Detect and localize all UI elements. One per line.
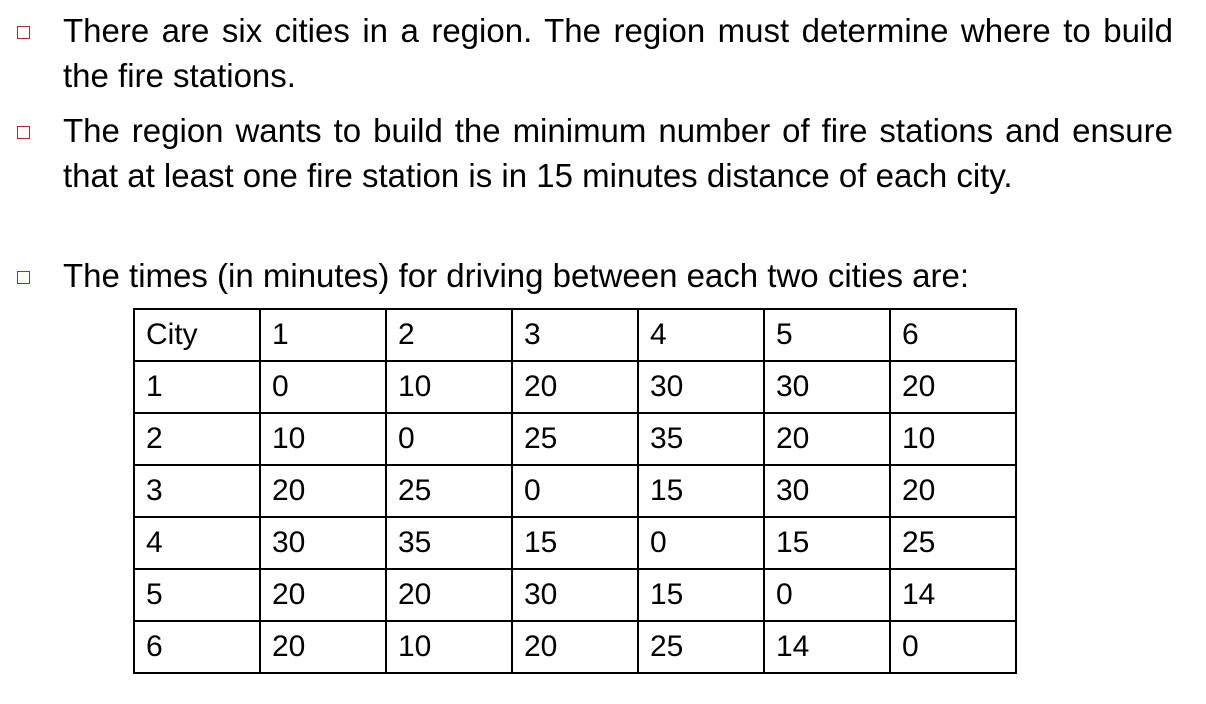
bullet-text: The region wants to build the minimum nu… (63, 112, 1173, 194)
table-cell: 25 (511, 412, 639, 466)
table-cell: 30 (637, 360, 765, 414)
table-cell: 15 (511, 516, 639, 570)
table-row: 3 20 25 0 15 30 20 (133, 464, 1017, 518)
table-cell: 14 (763, 620, 891, 674)
table-cell: 0 (511, 464, 639, 518)
header-cell: 2 (385, 308, 513, 362)
table-cell: 0 (385, 412, 513, 466)
row-label-cell: 6 (133, 620, 261, 674)
row-label-cell: 2 (133, 412, 261, 466)
table-row: 6 20 10 20 25 14 0 (133, 620, 1017, 674)
table-cell: 20 (385, 568, 513, 622)
header-cell: City (133, 308, 261, 362)
bullet-text: There are six cities in a region. The re… (63, 12, 1173, 94)
table-row: 4 30 35 15 0 15 25 (133, 516, 1017, 570)
table-cell: 20 (259, 568, 387, 622)
header-cell: 1 (259, 308, 387, 362)
table-cell: 10 (385, 360, 513, 414)
row-label-cell: 5 (133, 568, 261, 622)
table-cell: 14 (889, 568, 1017, 622)
table-cell: 30 (763, 360, 891, 414)
table-cell: 20 (889, 360, 1017, 414)
table-cell: 15 (637, 568, 765, 622)
table-cell: 35 (385, 516, 513, 570)
row-label-cell: 3 (133, 464, 261, 518)
bullet-text: The times (in minutes) for driving betwe… (63, 257, 970, 294)
table-cell: 25 (889, 516, 1017, 570)
table-cell: 0 (259, 360, 387, 414)
table-cell: 35 (637, 412, 765, 466)
table-header-row: City 1 2 3 4 5 6 (133, 308, 1017, 362)
table-cell: 25 (385, 464, 513, 518)
table-row: 2 10 0 25 35 20 10 (133, 412, 1017, 466)
table-cell: 30 (259, 516, 387, 570)
header-cell: 4 (637, 308, 765, 362)
table-cell: 20 (259, 620, 387, 674)
table-row: 5 20 20 30 15 0 14 (133, 568, 1017, 622)
table-cell: 10 (385, 620, 513, 674)
table-cell: 30 (511, 568, 639, 622)
table-cell: 20 (511, 620, 639, 674)
table-cell: 10 (889, 412, 1017, 466)
table-cell: 25 (637, 620, 765, 674)
table-cell: 0 (763, 568, 891, 622)
square-bullet-icon (17, 26, 30, 39)
table-cell: 0 (637, 516, 765, 570)
square-bullet-icon (17, 271, 30, 284)
header-cell: 6 (889, 308, 1017, 362)
table-cell: 15 (763, 516, 891, 570)
driving-times-table: City 1 2 3 4 5 6 1 0 10 20 30 30 20 2 10… (133, 308, 1017, 674)
table-cell: 30 (763, 464, 891, 518)
table-cell: 20 (763, 412, 891, 466)
header-cell: 5 (763, 308, 891, 362)
row-label-cell: 4 (133, 516, 261, 570)
header-cell: 3 (511, 308, 639, 362)
table-cell: 0 (889, 620, 1017, 674)
table-cell: 15 (637, 464, 765, 518)
table-cell: 20 (889, 464, 1017, 518)
row-label-cell: 1 (133, 360, 261, 414)
table-row: 1 0 10 20 30 30 20 (133, 360, 1017, 414)
table-cell: 10 (259, 412, 387, 466)
table-cell: 20 (259, 464, 387, 518)
table-cell: 20 (511, 360, 639, 414)
square-bullet-icon (17, 126, 30, 139)
